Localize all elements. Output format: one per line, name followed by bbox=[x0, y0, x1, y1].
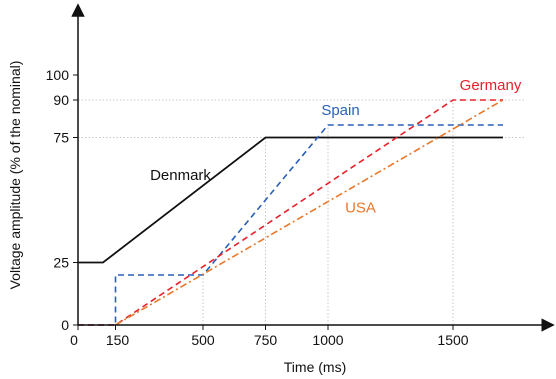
y-axis-label: Voltage amplitude (% of the nominal) bbox=[7, 61, 23, 290]
series-label-spain: Spain bbox=[321, 102, 359, 119]
x-tick-label-1000: 1000 bbox=[312, 332, 343, 348]
x-axis-label: Time (ms) bbox=[284, 359, 346, 375]
y-tick-label-25: 25 bbox=[53, 255, 69, 271]
axes bbox=[71, 3, 555, 332]
series-line-germany bbox=[78, 99, 503, 326]
x-tick-label-500: 500 bbox=[191, 332, 215, 348]
series-label-germany: Germany bbox=[460, 77, 522, 94]
series-line-spain bbox=[78, 124, 503, 326]
y-tick-label-75: 75 bbox=[53, 130, 69, 146]
series-line-denmark bbox=[78, 136, 503, 264]
y-tick-label-90: 90 bbox=[53, 92, 69, 108]
x-tick-label-150: 150 bbox=[106, 332, 130, 348]
y-tick-label-100: 100 bbox=[46, 67, 70, 83]
x-tick-label-0: 0 bbox=[70, 332, 78, 348]
series-labels: Denmark Spain Germany USA bbox=[150, 77, 522, 217]
x-tick-label-1500: 1500 bbox=[437, 332, 468, 348]
series-line-usa bbox=[115, 99, 504, 326]
gridlines bbox=[78, 99, 526, 325]
series-label-denmark: Denmark bbox=[150, 167, 211, 184]
y-tick-label-0: 0 bbox=[61, 317, 69, 333]
x-tick-label-750: 750 bbox=[254, 332, 278, 348]
series-label-usa: USA bbox=[345, 200, 376, 217]
series-group bbox=[78, 99, 504, 326]
tick-group: 0 150 500 750 1000 1500 0 25 75 90 100 bbox=[46, 67, 469, 348]
